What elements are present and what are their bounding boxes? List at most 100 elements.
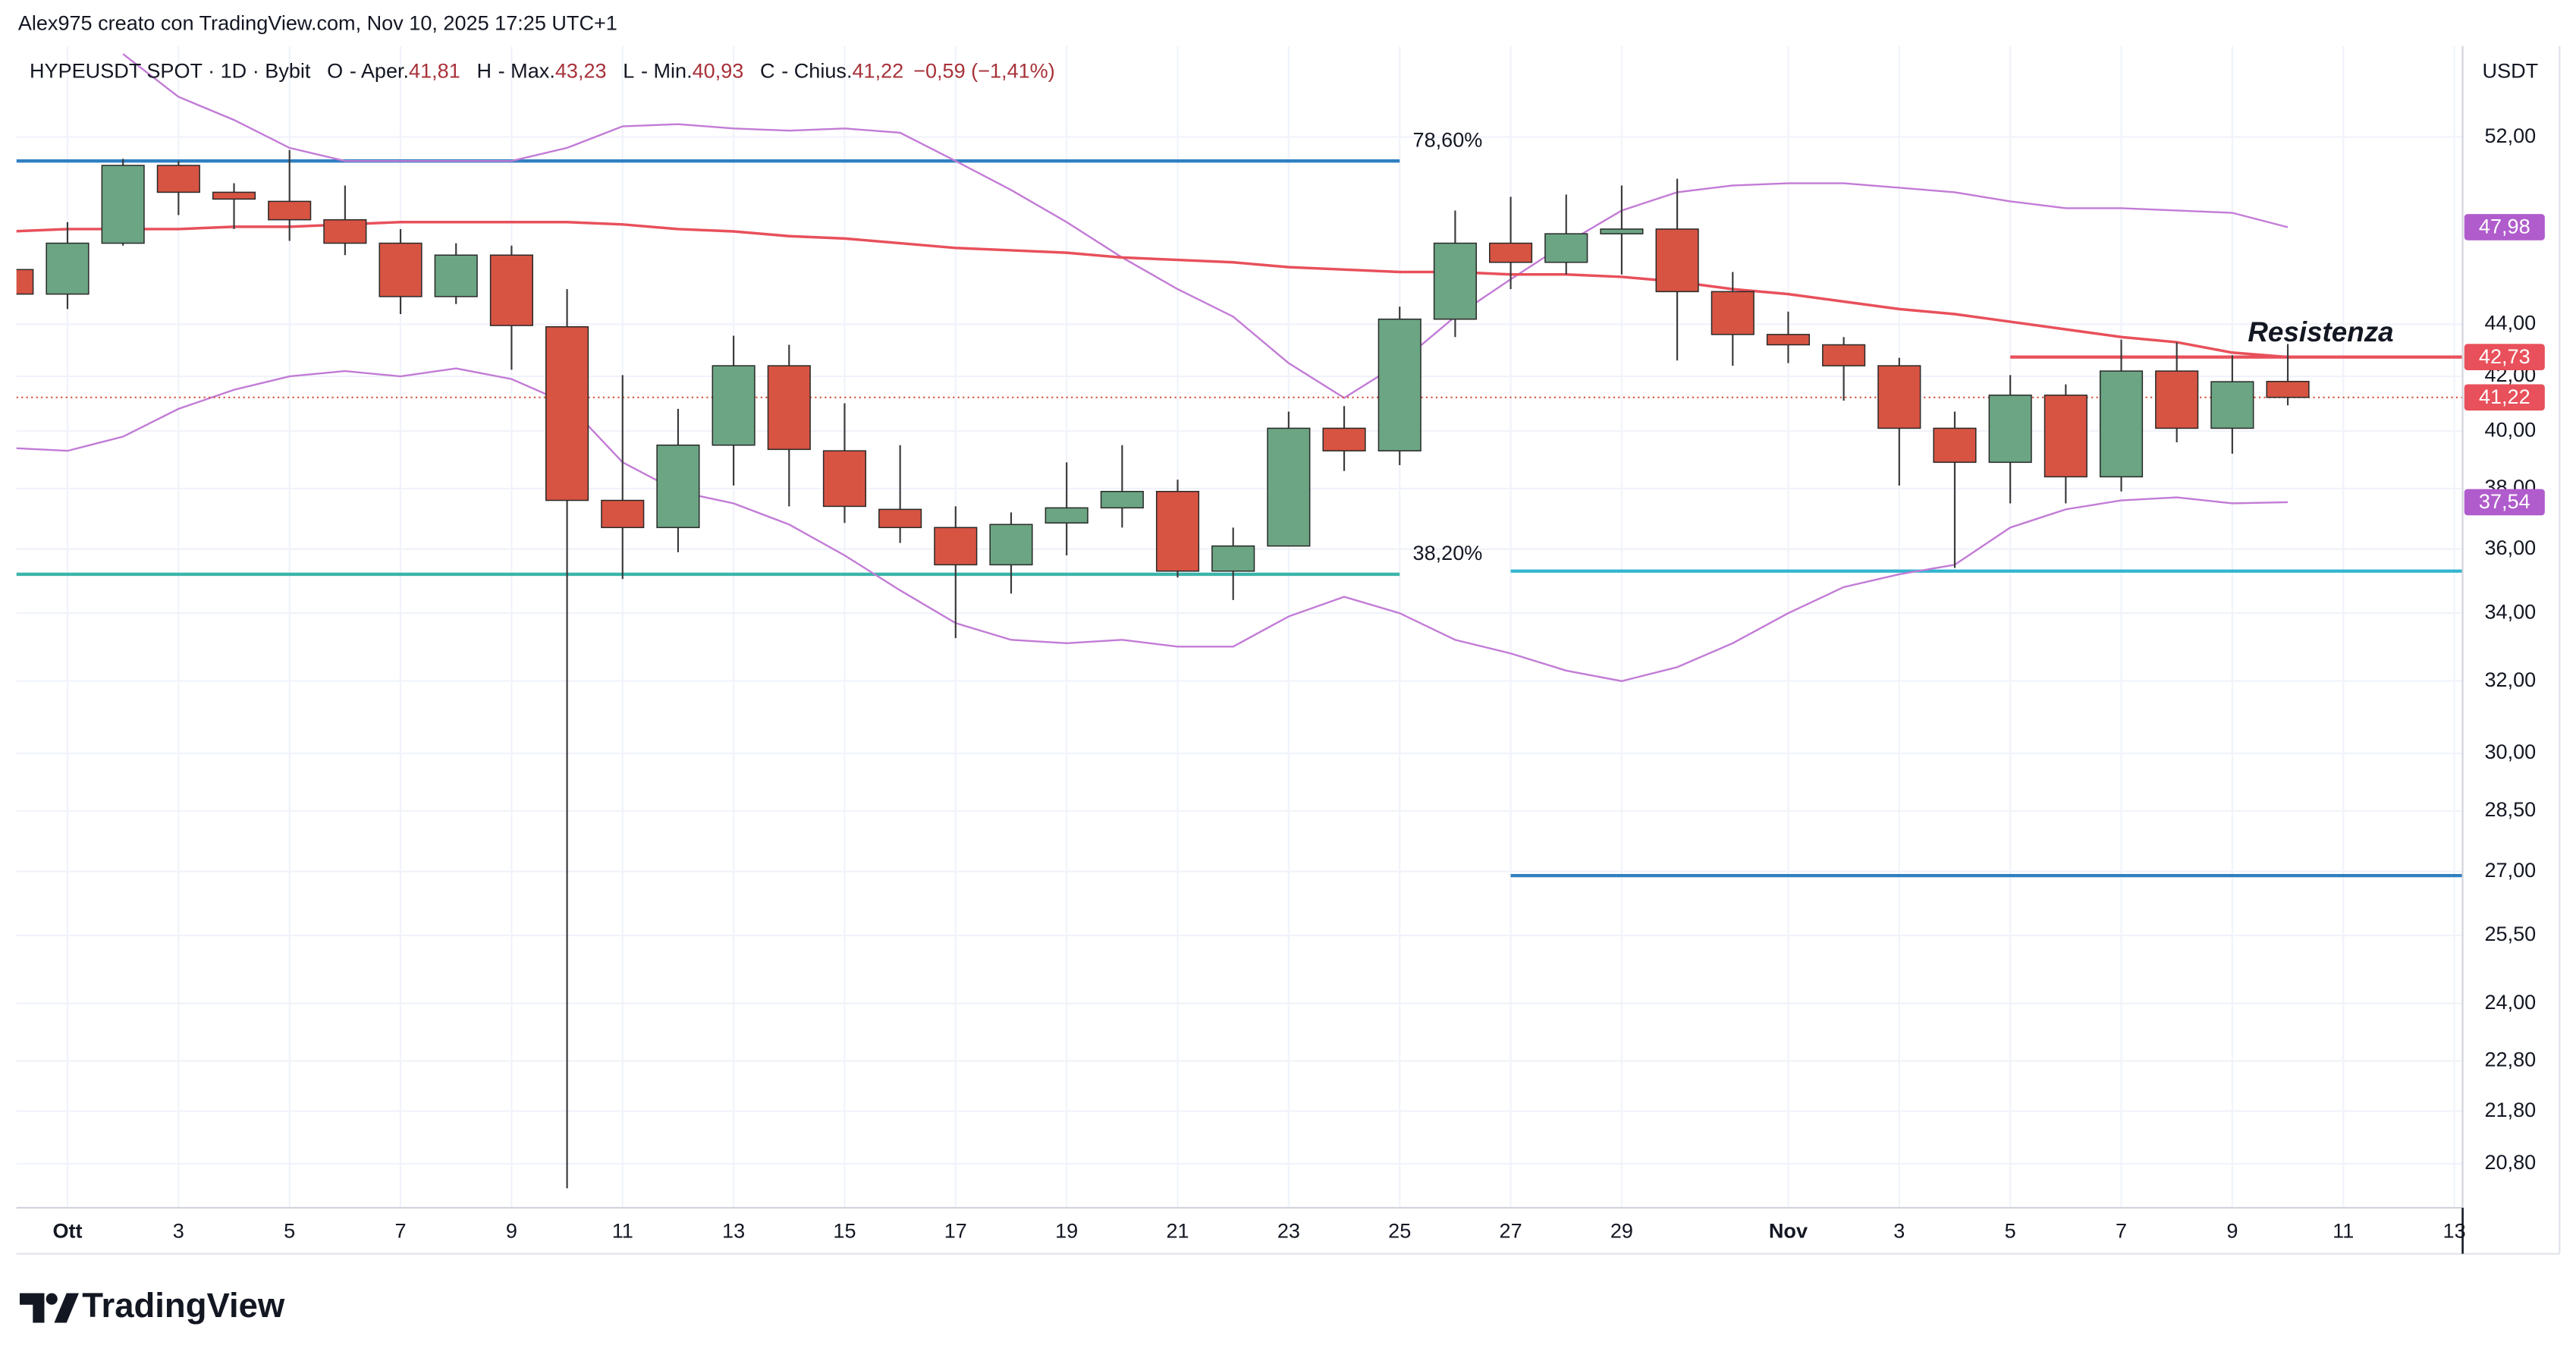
indicator-line	[122, 53, 2289, 399]
x-tick-label: 11	[612, 1219, 633, 1243]
candle-body	[1933, 427, 1977, 464]
candle-body	[2044, 395, 2088, 478]
x-tick-label: 21	[1166, 1219, 1189, 1243]
candle-body	[1988, 395, 2032, 464]
legend-key: C	[760, 58, 775, 82]
x-tick-label: 11	[2333, 1219, 2354, 1243]
legend-change: −0,59 (−1,41%)	[913, 58, 1055, 82]
x-tick-label: 9	[2226, 1219, 2238, 1243]
legend-value: 43,23	[555, 58, 607, 82]
y-tick-label: 52,00	[2485, 124, 2537, 147]
x-tick-label: 23	[1277, 1219, 1300, 1243]
price-tag-label: 37,54	[2479, 489, 2530, 513]
candle-body	[156, 165, 200, 193]
level-label: 38,20%	[1413, 541, 1483, 564]
candle-body	[656, 444, 700, 529]
candle-body	[2099, 370, 2144, 478]
x-tick-label: 5	[2005, 1219, 2016, 1243]
candle-body	[1155, 491, 1200, 572]
legend-value: 41,22	[852, 58, 903, 82]
candle-body	[1267, 427, 1311, 547]
y-tick-label: 21,80	[2485, 1098, 2537, 1121]
price-tag-label: 47,98	[2479, 215, 2530, 238]
x-tick-label: Nov	[1769, 1219, 1808, 1243]
candle-body	[323, 218, 367, 244]
grid	[16, 46, 2463, 1208]
x-tick-label: 13	[722, 1219, 745, 1243]
candle-body	[767, 365, 811, 451]
candle-body	[822, 450, 867, 508]
logo-t	[19, 1293, 45, 1323]
legend-key: L	[623, 58, 634, 82]
x-tick-label: 3	[173, 1219, 184, 1243]
y-tick-label: 30,00	[2485, 740, 2537, 763]
legend-name: - Chius.	[781, 58, 852, 82]
x-tick-label: 15	[833, 1219, 856, 1243]
legend-name: - Max.	[498, 58, 555, 82]
candle-body	[1766, 334, 1811, 346]
candle-body	[2210, 381, 2254, 429]
indicator-line	[16, 367, 2289, 682]
indicator-line	[16, 220, 2289, 359]
logo-dot	[46, 1293, 58, 1305]
x-tick-label: 7	[2116, 1219, 2127, 1243]
price-tag	[2464, 489, 2545, 516]
candle-body	[1489, 242, 1533, 263]
level-label: 78,60%	[1413, 127, 1483, 151]
candle-body	[1600, 228, 1644, 234]
legend-value: 41,81	[409, 58, 460, 82]
y-unit: USDT	[2483, 58, 2539, 82]
price-tag-label: 42,73	[2479, 344, 2530, 368]
candle-body	[1822, 344, 1866, 366]
attribution: Alex975 creato con TradingView.com, Nov …	[18, 11, 617, 35]
legend: HYPEUSDT SPOT · 1D · Bybit O - Aper.41,81 H…	[30, 58, 1055, 82]
candle-body	[1322, 427, 1366, 451]
x-tick-label: 17	[944, 1219, 967, 1243]
candle-body	[489, 254, 533, 326]
x-tick-label: 7	[395, 1219, 407, 1243]
candle-body	[1877, 365, 1921, 429]
plot-area	[16, 53, 2463, 1189]
candle-body	[434, 254, 478, 297]
candle-body	[1655, 228, 1699, 293]
price-tag	[2464, 384, 2545, 411]
candle-body	[46, 242, 90, 295]
price-tag	[2464, 214, 2545, 241]
candle-body	[1544, 233, 1588, 263]
x-tick-label: 13	[2443, 1219, 2466, 1243]
x-tick-label: 29	[1610, 1219, 1633, 1243]
y-tick-label: 40,00	[2485, 417, 2537, 441]
legend-name: - Aper.	[350, 58, 409, 82]
x-tick-label: 9	[506, 1219, 517, 1243]
x-tick-label: 5	[284, 1219, 295, 1243]
x-tick-label: 19	[1055, 1219, 1078, 1243]
candle-body	[934, 527, 978, 566]
candle-body	[878, 508, 922, 529]
candle-body	[2155, 370, 2199, 429]
candle-body	[712, 365, 756, 446]
candle-body	[601, 499, 645, 529]
y-tick-label: 36,00	[2485, 536, 2537, 559]
legend-key: H	[476, 58, 492, 82]
candle-body	[1711, 291, 1755, 335]
candle-body	[268, 200, 312, 221]
brand: TradingView	[82, 1286, 285, 1325]
candle-body	[1378, 318, 1422, 451]
level-label: Resistenza	[2248, 316, 2393, 347]
x-tick-label: 25	[1388, 1219, 1411, 1243]
candle-body	[212, 191, 256, 200]
candle-body	[1100, 491, 1144, 509]
candle-body	[545, 325, 589, 501]
brand-logo	[19, 1293, 79, 1323]
y-tick-label: 25,50	[2485, 922, 2537, 945]
candle-body	[1045, 507, 1089, 524]
x-tick-label: 27	[1500, 1219, 1522, 1243]
y-tick-label: 20,80	[2485, 1150, 2537, 1174]
y-tick-label: 24,00	[2485, 990, 2537, 1014]
x-tick-label: 3	[1893, 1219, 1905, 1243]
candle-body	[2266, 381, 2310, 398]
legend-value: 40,93	[693, 58, 744, 82]
y-tick-label: 28,50	[2485, 797, 2537, 821]
y-tick-label: 27,00	[2485, 858, 2537, 882]
price-tag	[2464, 344, 2545, 370]
